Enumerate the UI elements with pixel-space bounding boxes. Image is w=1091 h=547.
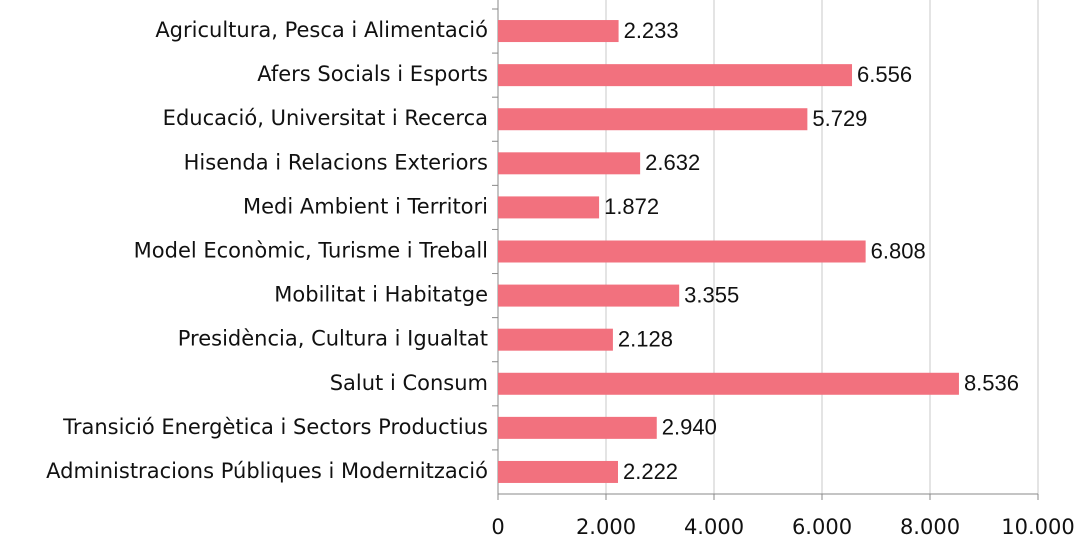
x-tick-label: 0 xyxy=(491,515,504,539)
x-tick-label: 2.000 xyxy=(576,515,636,539)
x-tick-label: 10.000 xyxy=(1001,515,1074,539)
bar xyxy=(498,328,613,351)
bar xyxy=(498,284,680,307)
data-label: 1.872 xyxy=(604,194,659,219)
y-tick-label: Administracions Públiques i Modernitzaci… xyxy=(46,459,488,483)
bar xyxy=(498,240,866,263)
y-tick-label: Medi Ambient i Territori xyxy=(243,194,488,218)
data-label: 2.128 xyxy=(618,326,673,351)
x-tick-label: 4.000 xyxy=(684,515,744,539)
bar xyxy=(498,64,853,87)
data-label: 6.556 xyxy=(857,62,912,87)
bar xyxy=(498,372,959,395)
y-tick-label: Hisenda i Relacions Exteriors xyxy=(184,150,488,174)
y-tick-label: Educació, Universitat i Recerca xyxy=(163,106,488,130)
bar xyxy=(498,108,808,131)
y-tick-label: Salut i Consum xyxy=(330,371,488,395)
y-tick-label: Afers Socials i Esports xyxy=(257,62,488,86)
bar xyxy=(498,20,619,43)
data-label: 2.632 xyxy=(645,150,700,175)
data-label: 2.233 xyxy=(624,18,679,43)
bar xyxy=(498,460,618,483)
bar xyxy=(498,416,657,439)
y-tick-label: Model Econòmic, Turisme i Treball xyxy=(134,239,488,263)
data-label: 2.940 xyxy=(662,415,717,440)
bar xyxy=(498,152,641,175)
y-tick-label: Presidència, Cultura i Igualtat xyxy=(178,327,488,351)
bar xyxy=(498,196,600,219)
y-tick-label: Transició Energètica i Sectors Productiu… xyxy=(62,415,488,439)
data-label: 6.808 xyxy=(871,238,926,263)
data-label: 3.355 xyxy=(684,282,739,307)
data-label: 5.729 xyxy=(812,106,867,131)
x-tick-label: 8.000 xyxy=(900,515,960,539)
y-tick-label: Agricultura, Pesca i Alimentació xyxy=(155,18,488,42)
y-tick-label: Mobilitat i Habitatge xyxy=(274,283,488,307)
data-label: 2.222 xyxy=(623,459,678,484)
x-tick-label: 6.000 xyxy=(792,515,852,539)
data-label: 8.536 xyxy=(964,371,1019,396)
